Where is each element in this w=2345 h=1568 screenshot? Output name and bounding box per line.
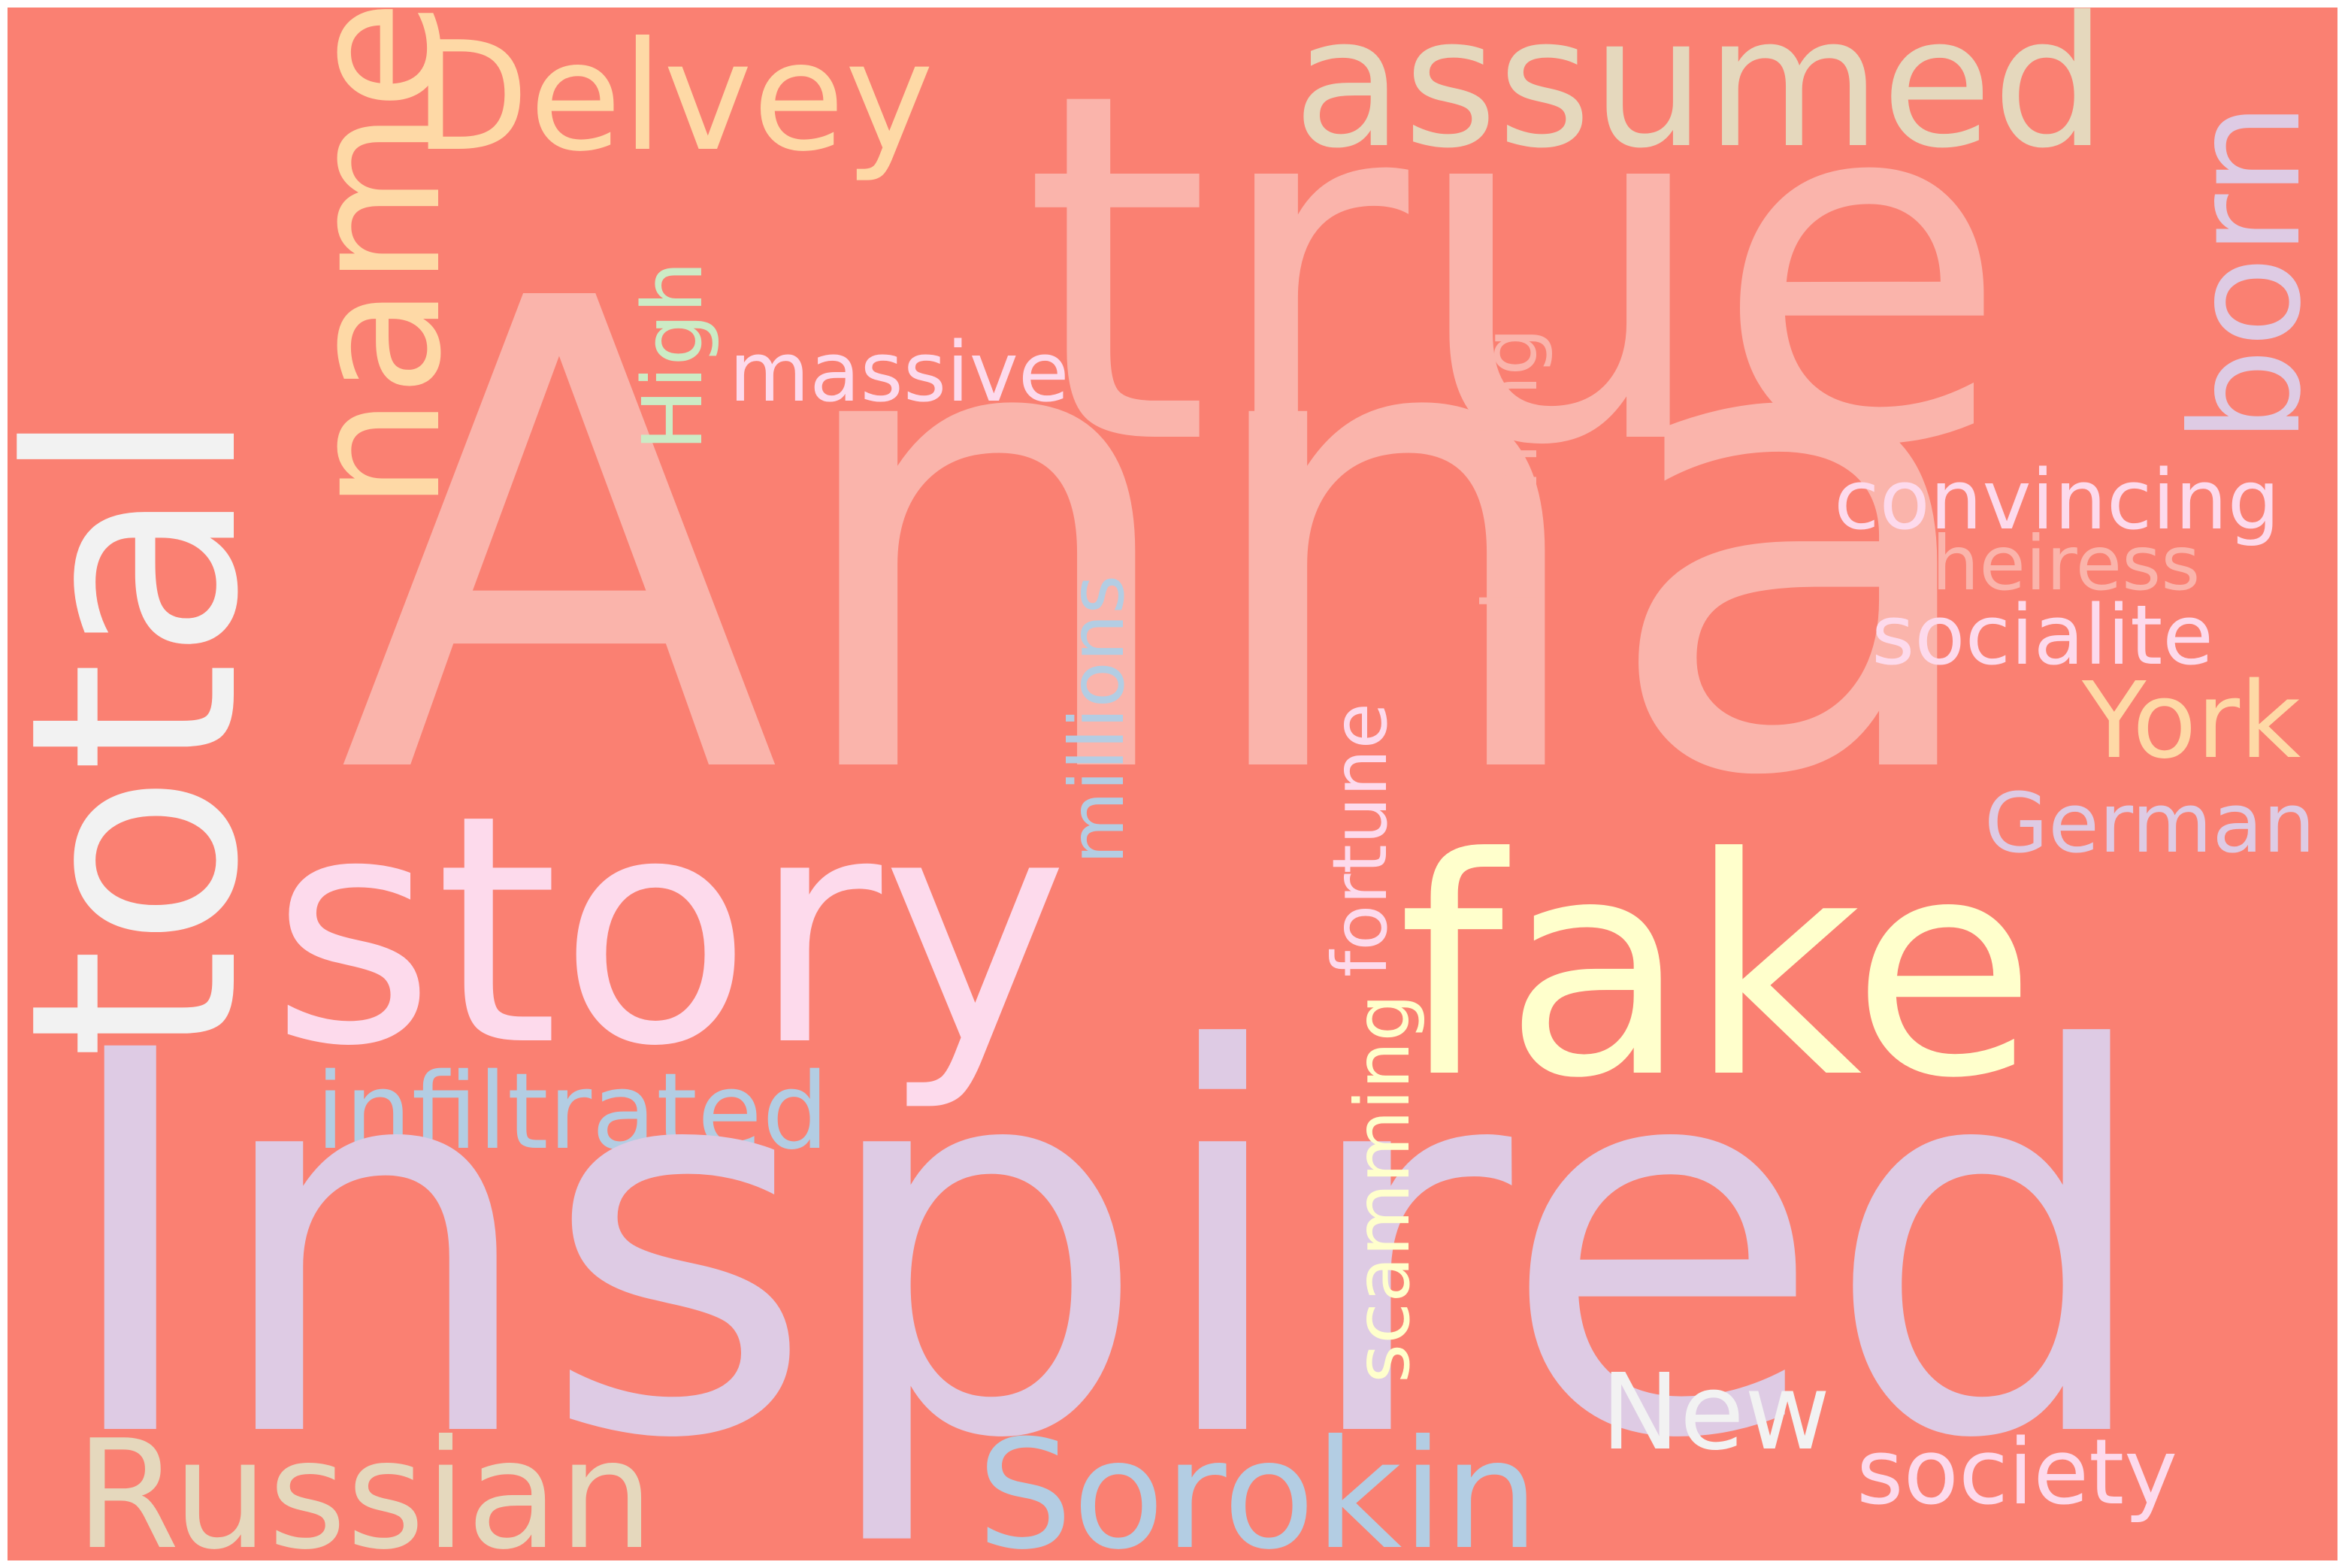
word-society: society <box>1856 1421 2178 1525</box>
word-fake: fake <box>1398 795 2037 1144</box>
word-socialite: socialite <box>1871 587 2213 683</box>
word-inspired: Inspired <box>53 941 2159 1554</box>
word-born: born <box>2159 101 2334 443</box>
word-millions: millions <box>1053 574 1141 864</box>
word-delvey: Delvey <box>413 10 934 185</box>
word-story: story <box>271 748 1069 1115</box>
word-cloud: Anna true total name Delvey assumed born… <box>8 8 2337 1560</box>
word-convincing: convincing <box>1834 452 2280 548</box>
word-russian: Russian <box>75 1408 655 1561</box>
word-german: German <box>1984 775 2316 871</box>
word-true: true <box>1022 8 2010 550</box>
word-scamming: scamming <box>1339 994 1427 1383</box>
word-anna: Anna <box>338 165 1996 917</box>
word-assumed: assumed <box>1293 8 2107 188</box>
word-scheming: scheming <box>1466 327 1554 692</box>
word-fortune: fortune <box>1316 703 1404 977</box>
word-heiress: heiress <box>1932 519 2201 607</box>
word-sorokin: Sorokin <box>977 1408 1539 1561</box>
word-new: New <box>1601 1352 1831 1474</box>
word-total: total <box>8 407 301 1060</box>
word-york: York <box>2082 660 2301 782</box>
word-high: High <box>625 261 721 451</box>
word-infiltrated: infiltrated <box>316 1051 829 1173</box>
word-massive: massive <box>729 324 1070 420</box>
